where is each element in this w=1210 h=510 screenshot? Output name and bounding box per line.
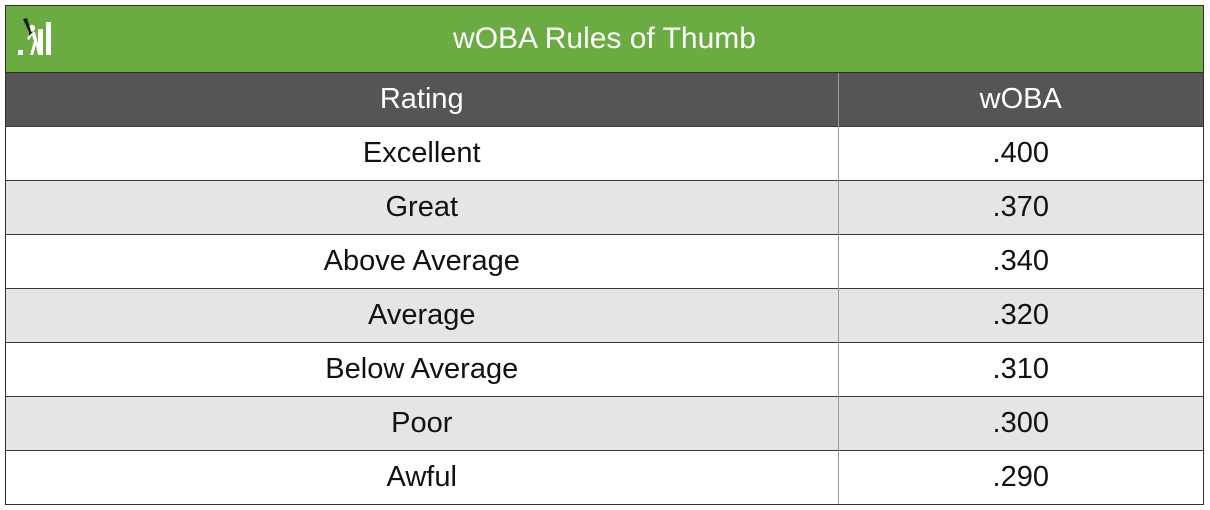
woba-table-card: wOBA Rules of Thumb Rating wOBA Excellen… [5,5,1204,505]
rating-cell: Great [6,180,838,235]
table-row: Above Average .340 [6,234,1203,289]
rating-cell: Poor [6,396,838,451]
batter-bars-logo-icon [18,18,51,55]
rating-cell: Excellent [6,126,838,181]
rating-cell: Awful [6,450,838,504]
woba-cell: .370 [837,180,1203,235]
table-row: Awful .290 [6,450,1203,504]
woba-cell: .310 [837,342,1203,397]
woba-cell: .300 [837,396,1203,451]
rating-cell: Average [6,288,838,343]
rating-cell: Below Average [6,342,838,397]
column-header-rating: Rating [6,72,838,127]
rating-cell: Above Average [6,234,838,289]
title-bar: wOBA Rules of Thumb [6,6,1203,72]
woba-cell: .340 [837,234,1203,289]
table-row: Poor .300 [6,396,1203,451]
woba-cell: .320 [837,288,1203,343]
table-row: Excellent .400 [6,126,1203,181]
header-row: Rating wOBA [6,72,1203,127]
table-row: Average .320 [6,288,1203,343]
woba-table: Rating wOBA Excellent .400 Great .370 Ab… [6,72,1203,504]
woba-cell: .400 [837,126,1203,181]
column-header-woba: wOBA [837,72,1203,127]
table-row: Great .370 [6,180,1203,235]
table-title: wOBA Rules of Thumb [453,22,756,55]
table-row: Below Average .310 [6,342,1203,397]
woba-cell: .290 [837,450,1203,504]
